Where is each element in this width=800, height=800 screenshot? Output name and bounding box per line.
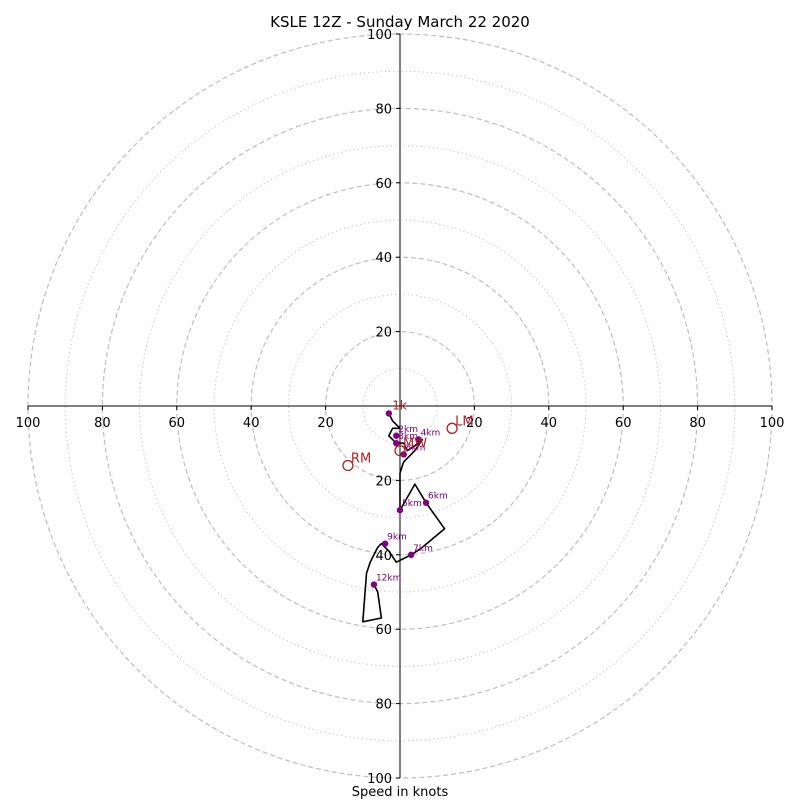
height-marker-label: 7km (413, 544, 433, 554)
height-marker-dot (415, 436, 422, 443)
y-tick-label: 80 (375, 102, 392, 117)
y-tick-label: 100 (367, 772, 392, 787)
storm-motion-marker (446, 422, 458, 434)
storm-motion-label: RM (351, 452, 371, 467)
storm-motion-marker (342, 459, 354, 472)
chart-title: KSLE 12Z - Sunday March 22 2020 (270, 13, 530, 31)
storm-motion-markers: LM RM MW 1k (342, 399, 474, 472)
x-tick-label: 20 (466, 416, 483, 431)
x-tick-label: 60 (169, 416, 186, 431)
height-marker-dot (407, 551, 415, 558)
x-tick-label: 60 (615, 416, 632, 431)
storm-motion-marker (394, 444, 406, 457)
height-marker-dot (422, 499, 430, 506)
axes (28, 34, 772, 778)
x-tick-label: 80 (689, 416, 706, 431)
surface-label: 1k (392, 399, 407, 413)
height-marker-label: 8km (406, 443, 426, 453)
y-tick-label: 20 (375, 474, 392, 489)
y-tick-label: 20 (375, 326, 392, 341)
storm-motion-label: MW (403, 437, 427, 452)
height-marker-dot (370, 581, 378, 588)
height-marker-label: 2km (398, 425, 418, 435)
height-marker-label: 12km (376, 574, 401, 584)
y-tick-label: 60 (375, 177, 392, 192)
x-tick-label: 100 (16, 416, 41, 431)
y-tick-label: 100 (367, 28, 392, 43)
height-marker-dot (396, 506, 404, 514)
x-tick-label: 40 (541, 416, 558, 431)
height-marker-dot (381, 540, 389, 547)
height-marker-label: 9km (387, 533, 407, 543)
y-tick-label: 40 (375, 251, 392, 266)
y-tick-label: 40 (375, 549, 392, 564)
x-axis-label: Speed in knots (352, 785, 449, 800)
storm-motion-label: LM (455, 414, 473, 429)
x-tick-label: 80 (94, 416, 111, 431)
height-marker-dot (393, 432, 400, 439)
y-tick-label: 60 (375, 623, 392, 638)
height-marker-dot (385, 410, 393, 417)
height-marker-label: 4km (421, 428, 441, 438)
x-tick-label: 40 (243, 416, 260, 431)
height-marker-label: 3km (398, 432, 418, 442)
height-marker-label: 6km (428, 492, 448, 502)
x-tick-label: 20 (317, 416, 334, 431)
y-tick-label: 80 (375, 698, 392, 713)
height-marker-dot (393, 440, 400, 447)
axis-tick-labels: 100 80 60 40 20 20 40 60 80 100 100 80 60 40 20 20 40 60 8… (16, 28, 785, 787)
height-marker-label: 5km (402, 499, 422, 509)
x-tick-label: 100 (760, 416, 785, 431)
